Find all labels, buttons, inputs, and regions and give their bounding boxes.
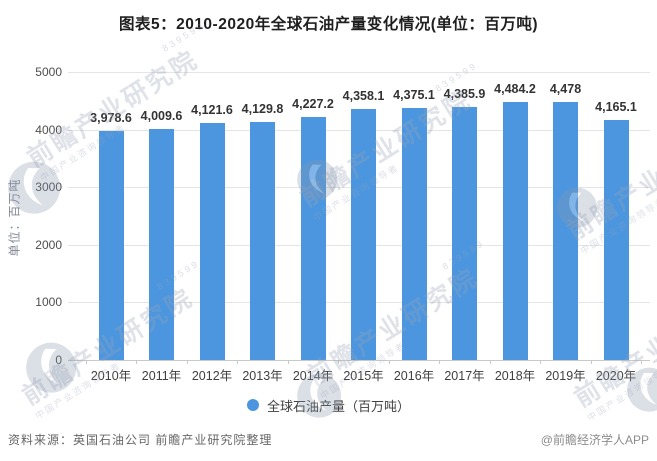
- bar-value-label: 4,375.1: [393, 87, 435, 102]
- x-axis-tick-label: 2020年: [595, 369, 637, 383]
- x-axis-tick-label: 2016年: [393, 369, 435, 383]
- x-axis-line: [68, 360, 650, 361]
- axis-tick: [338, 360, 340, 364]
- axis-tick: [186, 360, 188, 364]
- y-axis-tick-label: 4000: [35, 122, 62, 137]
- x-axis-tick-label: 2010年: [90, 369, 132, 383]
- axis-tick: [287, 360, 289, 364]
- bar-value-label: 4,009.6: [140, 109, 183, 124]
- x-axis-tick-label: 2013年: [242, 369, 283, 383]
- bar[interactable]: [199, 122, 225, 360]
- axis-tick: [590, 360, 592, 364]
- bar-value-label: 3,978.6: [90, 110, 132, 125]
- x-axis-tick-label: 2018年: [494, 369, 536, 383]
- axis-tick: [85, 360, 87, 364]
- legend-label: 全球石油产量（百万吨）: [266, 398, 410, 414]
- x-axis-tick-label: 2019年: [545, 369, 586, 383]
- bar[interactable]: [250, 122, 275, 360]
- y-axis-tick-label: 3000: [35, 180, 62, 195]
- x-axis-tick-label: 2015年: [343, 369, 384, 383]
- bar[interactable]: [452, 107, 477, 360]
- gridline: [68, 72, 650, 73]
- x-axis-tick-label: 2014年: [292, 369, 334, 383]
- y-axis-tick-label: 1000: [35, 295, 62, 310]
- x-axis-tick-label: 2017年: [444, 369, 485, 383]
- bar-value-label: 4,121.6: [191, 102, 233, 117]
- bar[interactable]: [603, 120, 629, 360]
- bar-value-label: 4,484.2: [494, 81, 536, 96]
- axis-tick: [641, 360, 643, 364]
- axis-tick: [388, 360, 390, 364]
- axis-tick: [489, 360, 491, 364]
- bar[interactable]: [98, 130, 124, 360]
- bar-value-label: 4,165.1: [595, 100, 637, 115]
- axis-tick: [237, 360, 239, 364]
- bar-value-label: 4,478: [549, 82, 582, 97]
- bar[interactable]: [300, 116, 326, 360]
- footer-source: 资料来源：英国石油公司 前瞻产业研究院整理: [8, 433, 273, 447]
- x-axis-tick-label: 2012年: [191, 369, 233, 383]
- footer-credit: @前瞻经济学人APP: [540, 433, 649, 447]
- bar[interactable]: [553, 102, 578, 360]
- axis-tick: [540, 360, 542, 364]
- bar-value-label: 4,227.2: [292, 96, 334, 111]
- y-axis-tick-label: 2000: [35, 237, 62, 252]
- y-axis-tick-label: 0: [55, 353, 62, 367]
- axis-tick: [439, 360, 441, 364]
- bar[interactable]: [351, 108, 376, 360]
- legend-dot-icon: [246, 399, 259, 411]
- bar[interactable]: [149, 129, 174, 360]
- legend-item[interactable]: 全球石油产量（百万吨）: [0, 396, 657, 414]
- bar-value-label: 4,129.8: [241, 102, 284, 117]
- axis-tick: [136, 360, 138, 364]
- y-axis-tick-label: 5000: [35, 65, 62, 79]
- chart-title: 图表5：2010-2020年全球石油产量变化情况(单位：百万吨): [118, 16, 539, 33]
- bar[interactable]: [401, 107, 427, 360]
- x-axis-tick-label: 2011年: [141, 369, 182, 383]
- bar[interactable]: [502, 101, 528, 360]
- bar-value-label: 4,385.9: [443, 87, 486, 102]
- bar-value-label: 4,358.1: [342, 88, 385, 103]
